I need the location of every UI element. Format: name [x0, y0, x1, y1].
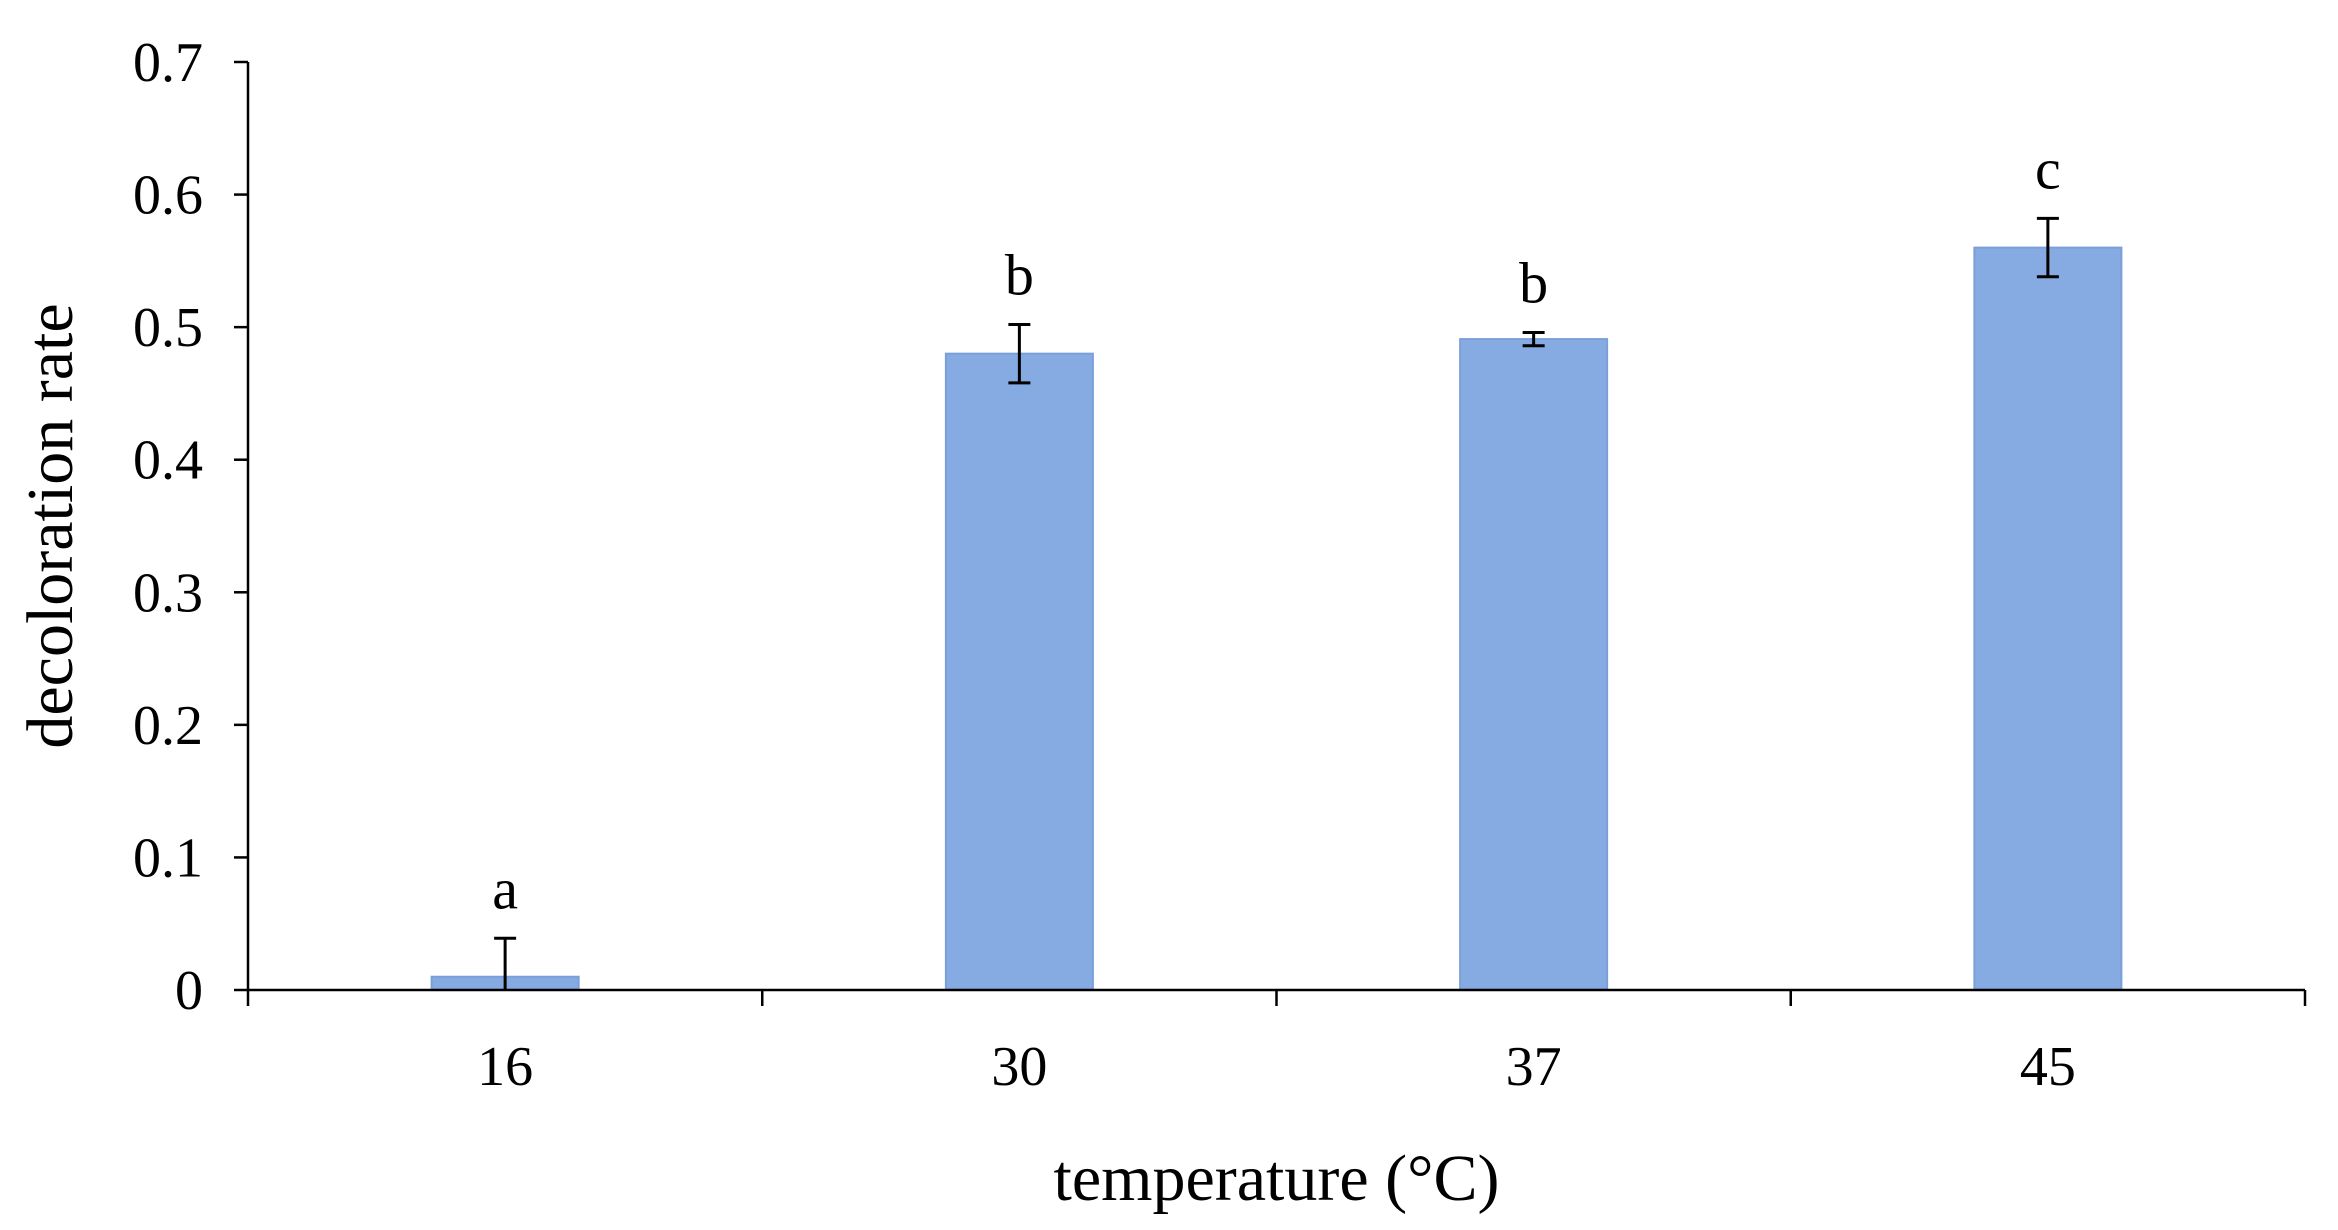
y-tick-label: 0.5	[133, 297, 203, 359]
significance-labels: a b b c	[492, 136, 2061, 921]
y-tick-label: 0.7	[133, 32, 203, 94]
y-tick-label: 0.2	[133, 695, 203, 757]
bars-layer	[430, 246, 2123, 992]
y-axis-title: decoloration rate	[14, 303, 87, 748]
bar	[1973, 246, 2123, 992]
significance-label: a	[492, 856, 518, 921]
x-axis-title: temperature (°C)	[1053, 1142, 1499, 1215]
error-bars-layer	[494, 216, 2059, 990]
x-tick-label: 45	[2020, 1036, 2076, 1098]
x-tick-label: 30	[991, 1036, 1047, 1098]
y-tick-label: 0.1	[133, 827, 203, 889]
y-tick-label: 0.4	[133, 430, 203, 492]
bar	[944, 352, 1094, 991]
significance-label: b	[1519, 250, 1548, 315]
y-tick-label: 0	[175, 960, 203, 1022]
significance-label: c	[2035, 136, 2061, 201]
x-tick-label: 37	[1506, 1036, 1562, 1098]
x-axis-ticks: 16 30 37 45	[246, 990, 2307, 1098]
x-tick-label: 16	[477, 1036, 533, 1098]
y-tick-label: 0.3	[133, 562, 203, 624]
y-axis-ticks: 0 0.1 0.2 0.3 0.4 0.5 0.6 0.7	[133, 32, 248, 1022]
significance-label: b	[1005, 242, 1034, 307]
y-tick-label: 0.6	[133, 165, 203, 227]
bar	[1459, 338, 1609, 991]
